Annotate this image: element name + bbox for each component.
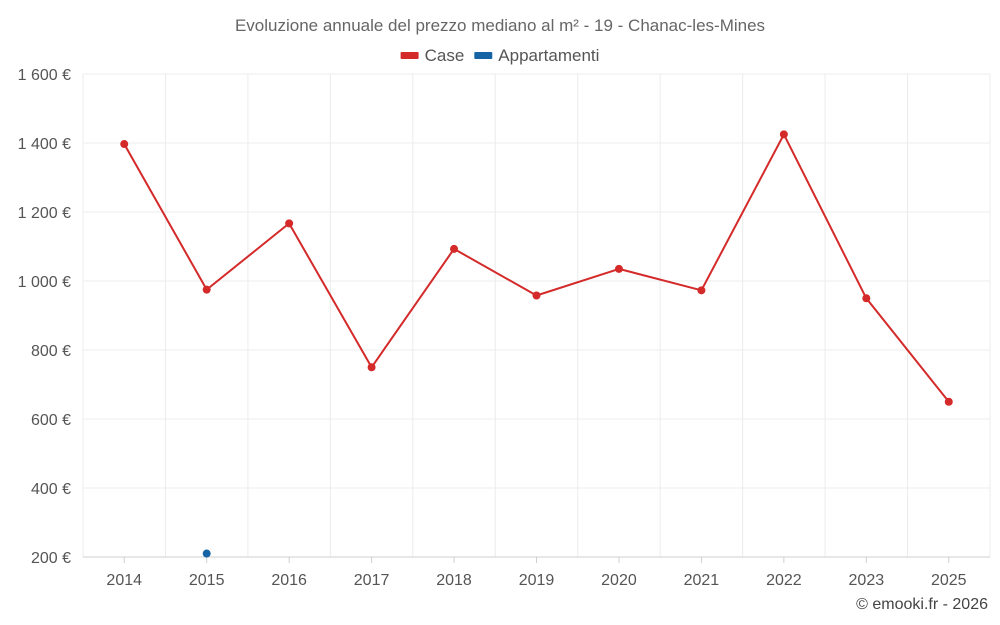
data-point-case [614, 264, 623, 273]
y-tick-label: 1 600 € [18, 67, 71, 84]
y-tick-label: 800 € [31, 343, 71, 360]
y-tick-label: 1 000 € [18, 274, 71, 291]
x-tick-label: 2025 [931, 572, 967, 589]
data-point-case [862, 294, 871, 303]
gridlines [82, 73, 991, 557]
x-tick-label: 2023 [849, 572, 885, 589]
x-tick-label: 2015 [189, 572, 225, 589]
legend-label: Appartamenti [498, 46, 599, 65]
data-point-case [532, 291, 541, 300]
data-point-case [779, 130, 788, 139]
data-point-case [697, 286, 706, 295]
legend-swatch [474, 52, 493, 59]
data-point-case [285, 219, 294, 228]
data-point-case [944, 397, 953, 406]
legend-swatch [400, 52, 419, 59]
y-tick-label: 1 400 € [18, 136, 71, 153]
x-tick-label: 2020 [601, 572, 637, 589]
data-point-case [202, 285, 211, 294]
x-tick-label: 2017 [354, 572, 390, 589]
data-point-appartamenti [202, 549, 211, 558]
y-tick-label: 400 € [31, 481, 71, 498]
x-tick-label: 2022 [766, 572, 802, 589]
legend-item: Appartamenti [474, 46, 599, 65]
x-tick-label: 2018 [436, 572, 472, 589]
legend: Case Appartamenti [400, 46, 599, 65]
x-tick-label: 2016 [271, 572, 307, 589]
legend-label: Case [425, 46, 465, 65]
legend-item: Case [400, 46, 465, 65]
x-tick-label: 2019 [519, 572, 555, 589]
series [120, 130, 953, 558]
y-tick-label: 200 € [31, 550, 71, 567]
credit-text: © emooki.fr - 2026 [856, 596, 988, 613]
data-point-case [450, 244, 459, 253]
x-tick-label: 2021 [684, 572, 720, 589]
data-point-case [120, 140, 129, 149]
x-tick-label: 2014 [106, 572, 142, 589]
y-tick-label: 600 € [31, 412, 71, 429]
y-tick-label: 1 200 € [18, 205, 71, 222]
chart-title: Evoluzione annuale del prezzo mediano al… [235, 16, 765, 35]
data-point-case [367, 363, 376, 372]
axes: 200 € 400 € 600 € 800 € 1 000 € 1 200 € 1 400 … [18, 67, 990, 589]
